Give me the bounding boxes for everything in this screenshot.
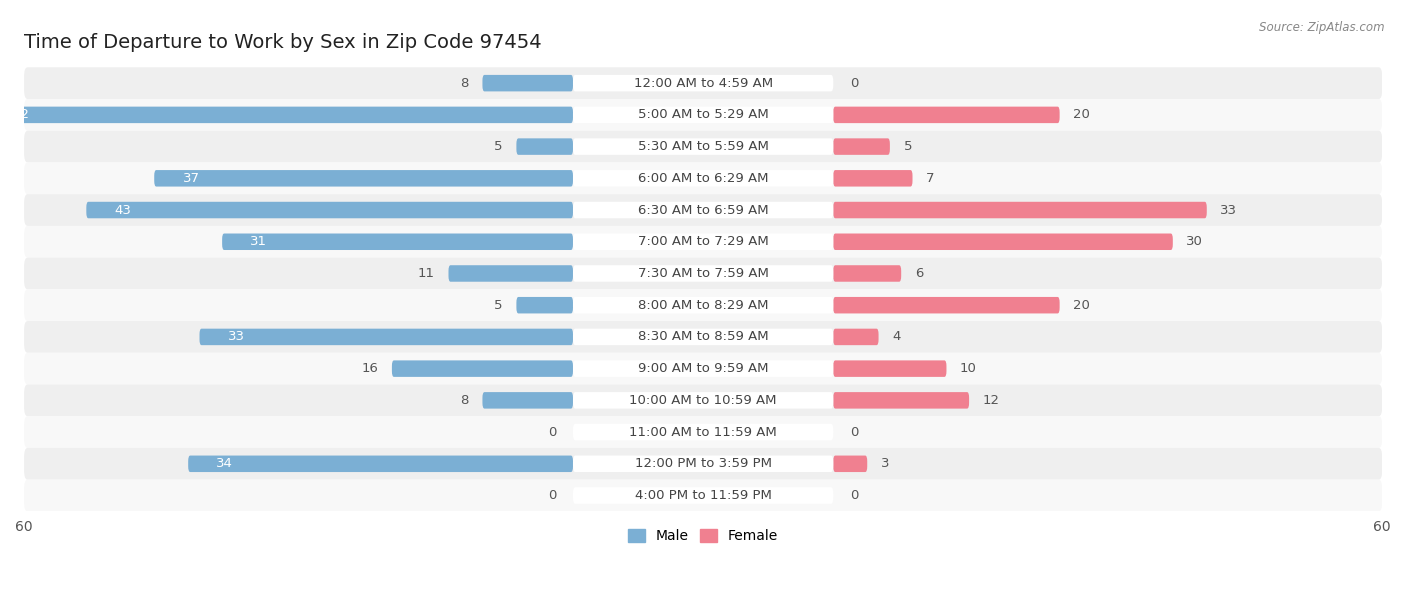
FancyBboxPatch shape bbox=[24, 289, 1382, 321]
Text: 7:00 AM to 7:29 AM: 7:00 AM to 7:29 AM bbox=[638, 235, 769, 248]
FancyBboxPatch shape bbox=[222, 233, 574, 250]
FancyBboxPatch shape bbox=[834, 139, 890, 155]
FancyBboxPatch shape bbox=[24, 384, 1382, 416]
Text: 11:00 AM to 11:59 AM: 11:00 AM to 11:59 AM bbox=[630, 425, 778, 439]
Text: 6: 6 bbox=[915, 267, 924, 280]
FancyBboxPatch shape bbox=[24, 448, 1382, 480]
Text: 0: 0 bbox=[851, 77, 859, 90]
Text: 8:30 AM to 8:59 AM: 8:30 AM to 8:59 AM bbox=[638, 330, 769, 343]
Text: Time of Departure to Work by Sex in Zip Code 97454: Time of Departure to Work by Sex in Zip … bbox=[24, 33, 541, 52]
FancyBboxPatch shape bbox=[574, 392, 834, 409]
FancyBboxPatch shape bbox=[24, 321, 1382, 353]
Text: 33: 33 bbox=[228, 330, 245, 343]
FancyBboxPatch shape bbox=[574, 107, 834, 123]
Text: 5: 5 bbox=[904, 140, 912, 153]
FancyBboxPatch shape bbox=[24, 67, 1382, 99]
Text: 5:00 AM to 5:29 AM: 5:00 AM to 5:29 AM bbox=[638, 108, 769, 121]
FancyBboxPatch shape bbox=[86, 202, 574, 218]
FancyBboxPatch shape bbox=[155, 170, 574, 187]
FancyBboxPatch shape bbox=[574, 361, 834, 377]
FancyBboxPatch shape bbox=[24, 416, 1382, 448]
FancyBboxPatch shape bbox=[24, 353, 1382, 384]
Text: 52: 52 bbox=[13, 108, 30, 121]
Text: 20: 20 bbox=[1073, 108, 1090, 121]
FancyBboxPatch shape bbox=[574, 202, 834, 218]
FancyBboxPatch shape bbox=[482, 392, 574, 409]
Text: 30: 30 bbox=[1187, 235, 1204, 248]
Text: 7: 7 bbox=[927, 172, 935, 185]
FancyBboxPatch shape bbox=[392, 361, 574, 377]
FancyBboxPatch shape bbox=[24, 131, 1382, 162]
FancyBboxPatch shape bbox=[516, 139, 574, 155]
Text: 8:00 AM to 8:29 AM: 8:00 AM to 8:29 AM bbox=[638, 299, 769, 312]
Text: 6:00 AM to 6:29 AM: 6:00 AM to 6:29 AM bbox=[638, 172, 769, 185]
FancyBboxPatch shape bbox=[574, 265, 834, 281]
Text: 0: 0 bbox=[851, 489, 859, 502]
FancyBboxPatch shape bbox=[834, 456, 868, 472]
FancyBboxPatch shape bbox=[834, 297, 1060, 314]
FancyBboxPatch shape bbox=[24, 226, 1382, 258]
Text: 6:30 AM to 6:59 AM: 6:30 AM to 6:59 AM bbox=[638, 203, 769, 217]
Text: 11: 11 bbox=[418, 267, 434, 280]
FancyBboxPatch shape bbox=[834, 233, 1173, 250]
Text: 10:00 AM to 10:59 AM: 10:00 AM to 10:59 AM bbox=[630, 394, 778, 407]
FancyBboxPatch shape bbox=[449, 265, 574, 281]
Text: 5:30 AM to 5:59 AM: 5:30 AM to 5:59 AM bbox=[638, 140, 769, 153]
FancyBboxPatch shape bbox=[834, 202, 1206, 218]
Text: 0: 0 bbox=[547, 425, 555, 439]
Legend: Male, Female: Male, Female bbox=[623, 524, 783, 549]
FancyBboxPatch shape bbox=[24, 194, 1382, 226]
Text: 5: 5 bbox=[495, 140, 503, 153]
Text: 12:00 PM to 3:59 PM: 12:00 PM to 3:59 PM bbox=[634, 458, 772, 470]
Text: 8: 8 bbox=[461, 77, 468, 90]
Text: 0: 0 bbox=[547, 489, 555, 502]
Text: 16: 16 bbox=[361, 362, 378, 375]
Text: 43: 43 bbox=[115, 203, 132, 217]
FancyBboxPatch shape bbox=[834, 392, 969, 409]
FancyBboxPatch shape bbox=[24, 258, 1382, 289]
FancyBboxPatch shape bbox=[574, 233, 834, 250]
FancyBboxPatch shape bbox=[834, 265, 901, 281]
Text: 37: 37 bbox=[183, 172, 200, 185]
FancyBboxPatch shape bbox=[24, 99, 1382, 131]
Text: 4:00 PM to 11:59 PM: 4:00 PM to 11:59 PM bbox=[634, 489, 772, 502]
FancyBboxPatch shape bbox=[574, 170, 834, 187]
FancyBboxPatch shape bbox=[834, 170, 912, 187]
FancyBboxPatch shape bbox=[574, 424, 834, 440]
Text: 34: 34 bbox=[217, 458, 233, 470]
Text: 12: 12 bbox=[983, 394, 1000, 407]
Text: 9:00 AM to 9:59 AM: 9:00 AM to 9:59 AM bbox=[638, 362, 769, 375]
FancyBboxPatch shape bbox=[574, 328, 834, 345]
Text: 33: 33 bbox=[1220, 203, 1237, 217]
FancyBboxPatch shape bbox=[574, 139, 834, 155]
FancyBboxPatch shape bbox=[574, 456, 834, 472]
FancyBboxPatch shape bbox=[24, 480, 1382, 511]
FancyBboxPatch shape bbox=[188, 456, 574, 472]
FancyBboxPatch shape bbox=[24, 162, 1382, 194]
Text: 4: 4 bbox=[893, 330, 900, 343]
Text: 12:00 AM to 4:59 AM: 12:00 AM to 4:59 AM bbox=[634, 77, 773, 90]
FancyBboxPatch shape bbox=[834, 361, 946, 377]
FancyBboxPatch shape bbox=[574, 297, 834, 314]
FancyBboxPatch shape bbox=[200, 328, 574, 345]
Text: 3: 3 bbox=[880, 458, 890, 470]
Text: 7:30 AM to 7:59 AM: 7:30 AM to 7:59 AM bbox=[638, 267, 769, 280]
FancyBboxPatch shape bbox=[0, 107, 574, 123]
FancyBboxPatch shape bbox=[834, 328, 879, 345]
FancyBboxPatch shape bbox=[516, 297, 574, 314]
Text: 10: 10 bbox=[960, 362, 977, 375]
Text: 8: 8 bbox=[461, 394, 468, 407]
FancyBboxPatch shape bbox=[482, 75, 574, 92]
Text: 0: 0 bbox=[851, 425, 859, 439]
Text: Source: ZipAtlas.com: Source: ZipAtlas.com bbox=[1260, 21, 1385, 34]
FancyBboxPatch shape bbox=[574, 75, 834, 92]
FancyBboxPatch shape bbox=[834, 107, 1060, 123]
Text: 5: 5 bbox=[495, 299, 503, 312]
Text: 20: 20 bbox=[1073, 299, 1090, 312]
Text: 31: 31 bbox=[250, 235, 267, 248]
FancyBboxPatch shape bbox=[574, 487, 834, 504]
